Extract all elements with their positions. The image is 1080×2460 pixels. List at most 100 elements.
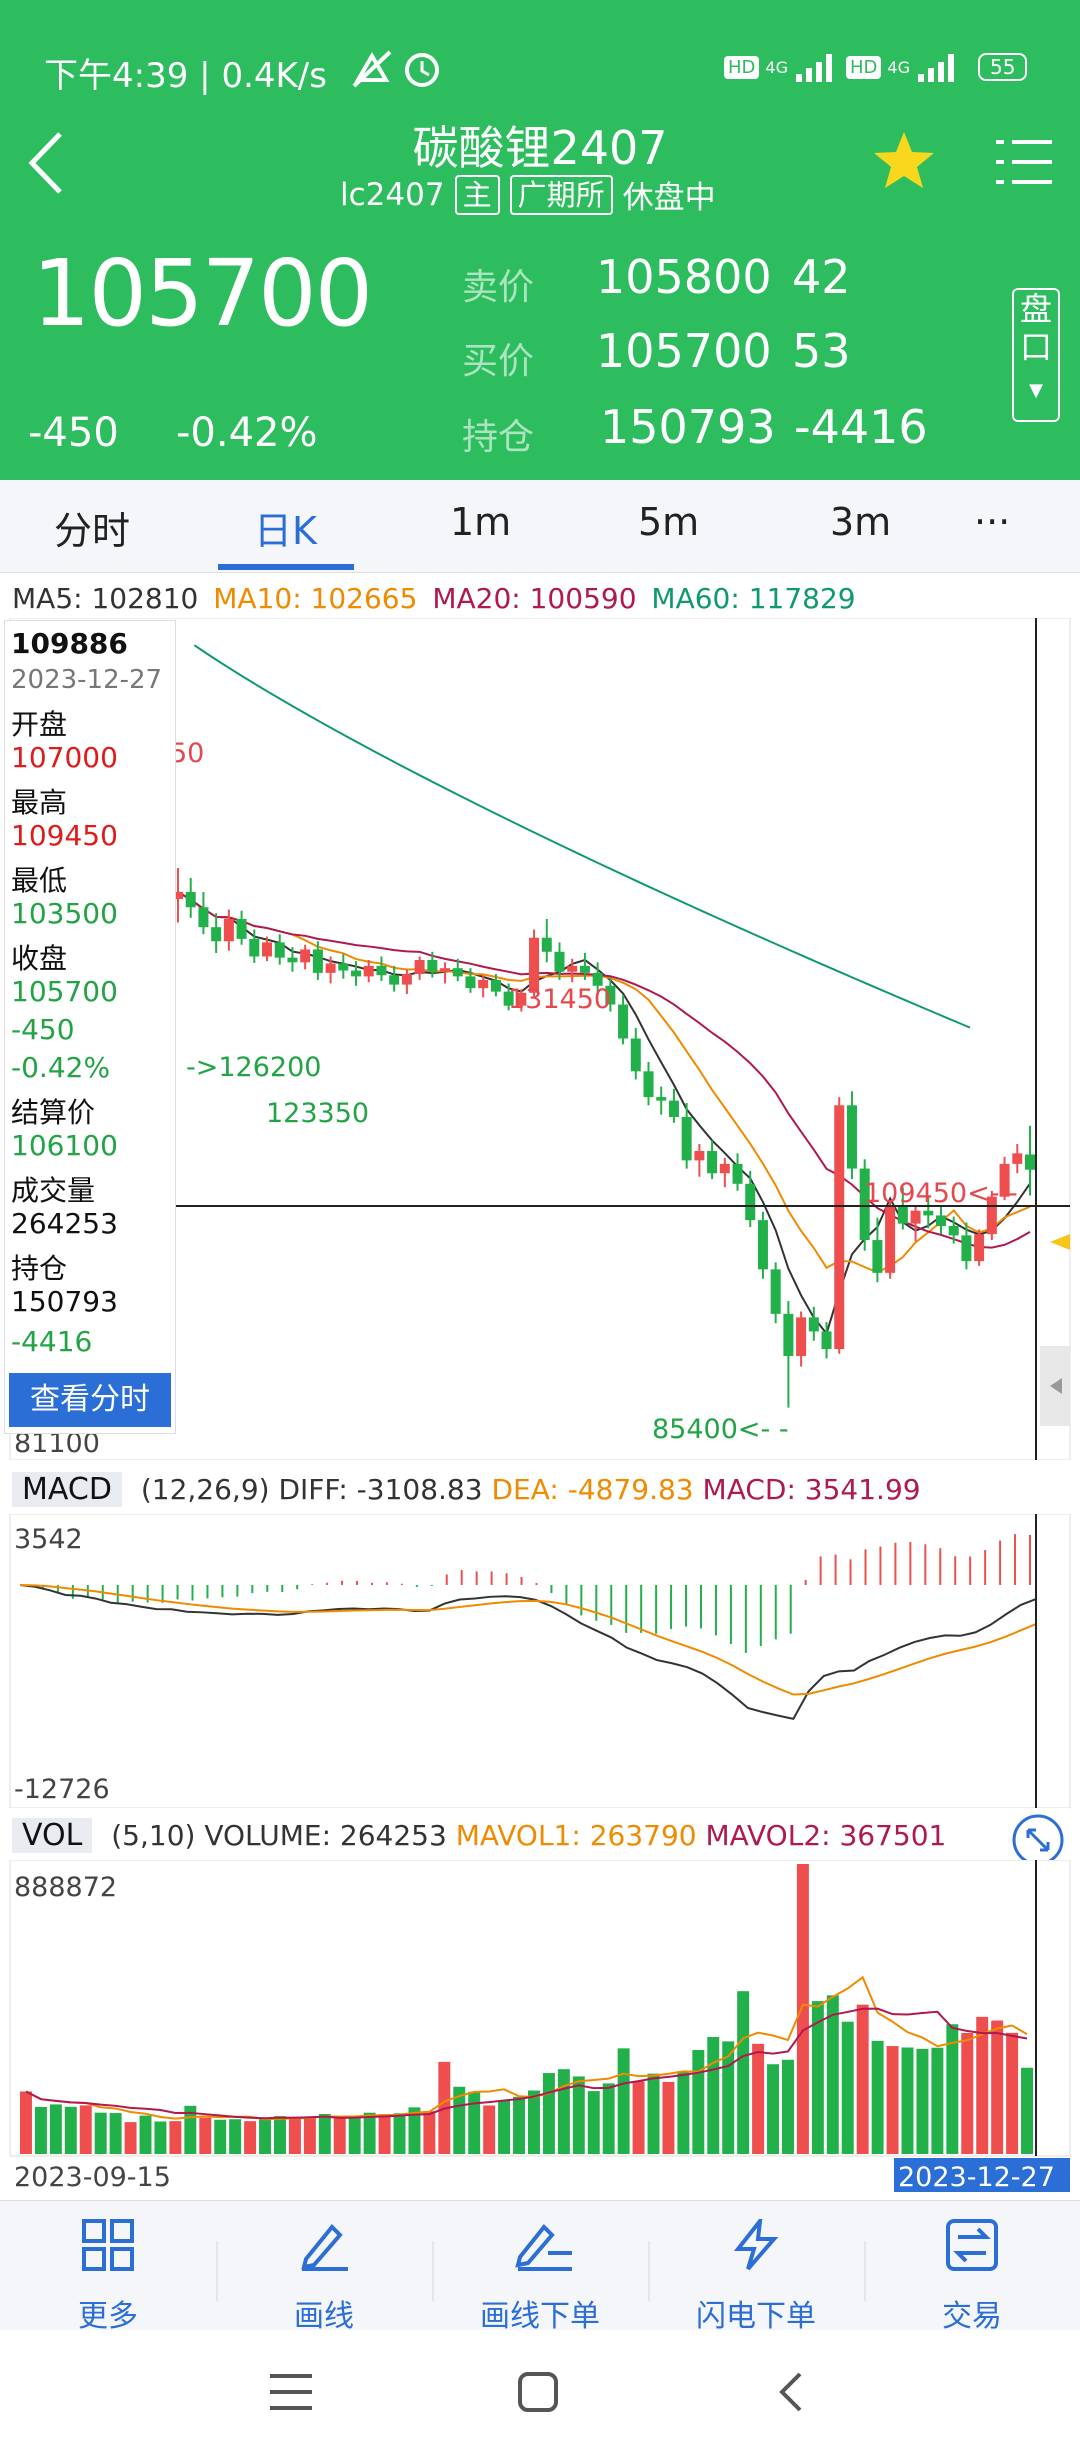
candle-body: [694, 1150, 705, 1161]
candle-body: [465, 976, 476, 989]
mavol1-line: [25, 1975, 1028, 2121]
candle-body: [274, 942, 285, 958]
oi-value: 150793: [600, 400, 776, 454]
volume-bar: [154, 2121, 167, 2154]
mark-123350: 123350: [266, 1098, 369, 1129]
candle-body: [300, 949, 311, 963]
volume-bar: [79, 2105, 92, 2154]
candle-body: [834, 1105, 845, 1350]
info-change: -450: [11, 1013, 75, 1046]
candle-body: [618, 1004, 629, 1039]
volume-bar: [826, 1995, 839, 2154]
ask-volume: 42: [792, 250, 851, 304]
volume-bar: [1006, 2032, 1019, 2154]
pankou-label: 盘口: [1019, 290, 1052, 366]
draw-line-order-button[interactable]: 画线下单: [432, 2201, 648, 2334]
candle-body: [1025, 1154, 1035, 1170]
tab-3m[interactable]: 3m: [830, 500, 892, 544]
more-label: 更多: [78, 2299, 138, 2334]
candle-body: [401, 974, 412, 985]
flash-order-button[interactable]: 闪电下单: [648, 2201, 864, 2334]
info-settle-label: 结算价: [11, 1096, 96, 1129]
volume-bar: [811, 2001, 824, 2154]
volume-bar: [557, 2069, 570, 2154]
volume-bar: [901, 2047, 914, 2154]
price-change: -450: [28, 410, 119, 456]
ask-label: 卖价: [462, 267, 535, 308]
candle-body: [974, 1234, 985, 1262]
info-price: 109886: [11, 627, 128, 660]
tab-5m[interactable]: 5m: [638, 500, 700, 544]
ma5-label: MA5: 102810: [12, 582, 199, 615]
ma60-label: MA60: 117829: [651, 582, 856, 615]
candle-body: [592, 972, 603, 986]
pankou-button[interactable]: 盘口 ▼: [1012, 288, 1060, 422]
price-marker-icon: [1050, 1234, 1070, 1250]
vol-volume: VOLUME: 264253: [204, 1819, 447, 1852]
volume-bar: [453, 2086, 466, 2154]
nav-home-icon[interactable]: [516, 2370, 562, 2414]
candle-body: [414, 959, 425, 975]
volume-bar: [737, 1991, 750, 2154]
page-title: 碳酸锂2407: [412, 121, 668, 175]
more-button[interactable]: 更多: [0, 2201, 216, 2334]
info-oi: 150793: [11, 1285, 118, 1318]
menu-icon[interactable]: [994, 136, 1054, 188]
macd-tag[interactable]: MACD: [12, 1472, 122, 1507]
info-open-label: 开盘: [11, 708, 68, 741]
hd-badge-2: HD: [845, 55, 882, 79]
candle-body: [173, 892, 183, 900]
oi-change: -4416: [794, 400, 928, 454]
candle-body: [554, 951, 565, 972]
kline-chart[interactable]: 131450 ->126200 123350 109450<- - 85400<…: [0, 618, 1080, 1460]
volume-chart[interactable]: 888872 2023-09-15 2023-12-27: [0, 1860, 1080, 2192]
info-oi-label: 持仓: [11, 1252, 68, 1285]
volume-bar: [333, 2118, 346, 2154]
volume-bar: [856, 2004, 869, 2154]
draw-line-button[interactable]: 画线: [216, 2201, 432, 2334]
back-icon[interactable]: [24, 128, 68, 198]
candle-body: [821, 1331, 832, 1350]
pen-lines-icon: [515, 2224, 572, 2271]
macd-diff: DIFF: -3108.83: [278, 1473, 483, 1506]
volume-bar: [528, 2090, 540, 2154]
volume-bar: [542, 2073, 555, 2154]
candle-body: [389, 975, 400, 985]
candle-body: [859, 1168, 870, 1241]
tab-more[interactable]: ···: [974, 500, 1011, 544]
volume-bar: [617, 2048, 630, 2154]
view-timeshare-button[interactable]: 查看分时: [9, 1373, 171, 1427]
status-time-speed: 下午4:39 | 0.4K/s: [44, 48, 327, 97]
volume-bar: [871, 2040, 884, 2154]
candle-body: [770, 1269, 781, 1314]
volume-bar: [722, 2041, 735, 2154]
macd-chart[interactable]: 3542 -12726: [0, 1514, 1080, 1808]
system-nav-bar: [0, 2330, 1080, 2460]
tab-timeshare[interactable]: 分时: [54, 509, 131, 553]
separator: [864, 2241, 866, 2301]
candle-body: [999, 1163, 1010, 1197]
volume-bar: [64, 2106, 77, 2154]
tab-daily-k[interactable]: 日K: [254, 509, 317, 553]
candle-body: [885, 1206, 896, 1273]
favorite-star-icon[interactable]: [872, 130, 936, 190]
nav-back-icon[interactable]: [776, 2370, 806, 2416]
diff-line: [19, 1583, 1037, 1721]
vol-tag[interactable]: VOL: [12, 1818, 93, 1853]
side-handle-arrow-icon: [1050, 1378, 1062, 1394]
bid-price: 105700: [596, 324, 772, 378]
grid-icon: [82, 2219, 134, 2271]
candle-body: [478, 979, 489, 989]
candle-body: [452, 968, 463, 977]
ma-legend: MA5: 102810 MA10: 102665 MA20: 100590 MA…: [12, 582, 856, 615]
ma60-line: [193, 644, 971, 1029]
volume-bar: [393, 2113, 406, 2154]
candle-body: [643, 1071, 654, 1098]
mark-109450: 109450<- -: [864, 1178, 1018, 1209]
info-high-label: 最高: [11, 786, 68, 819]
trade-label: 交易: [942, 2299, 1002, 2334]
tab-1m[interactable]: 1m: [450, 500, 512, 544]
candle-body: [681, 1117, 692, 1161]
trade-button[interactable]: 交易: [864, 2201, 1080, 2334]
nav-menu-icon[interactable]: [268, 2372, 314, 2412]
